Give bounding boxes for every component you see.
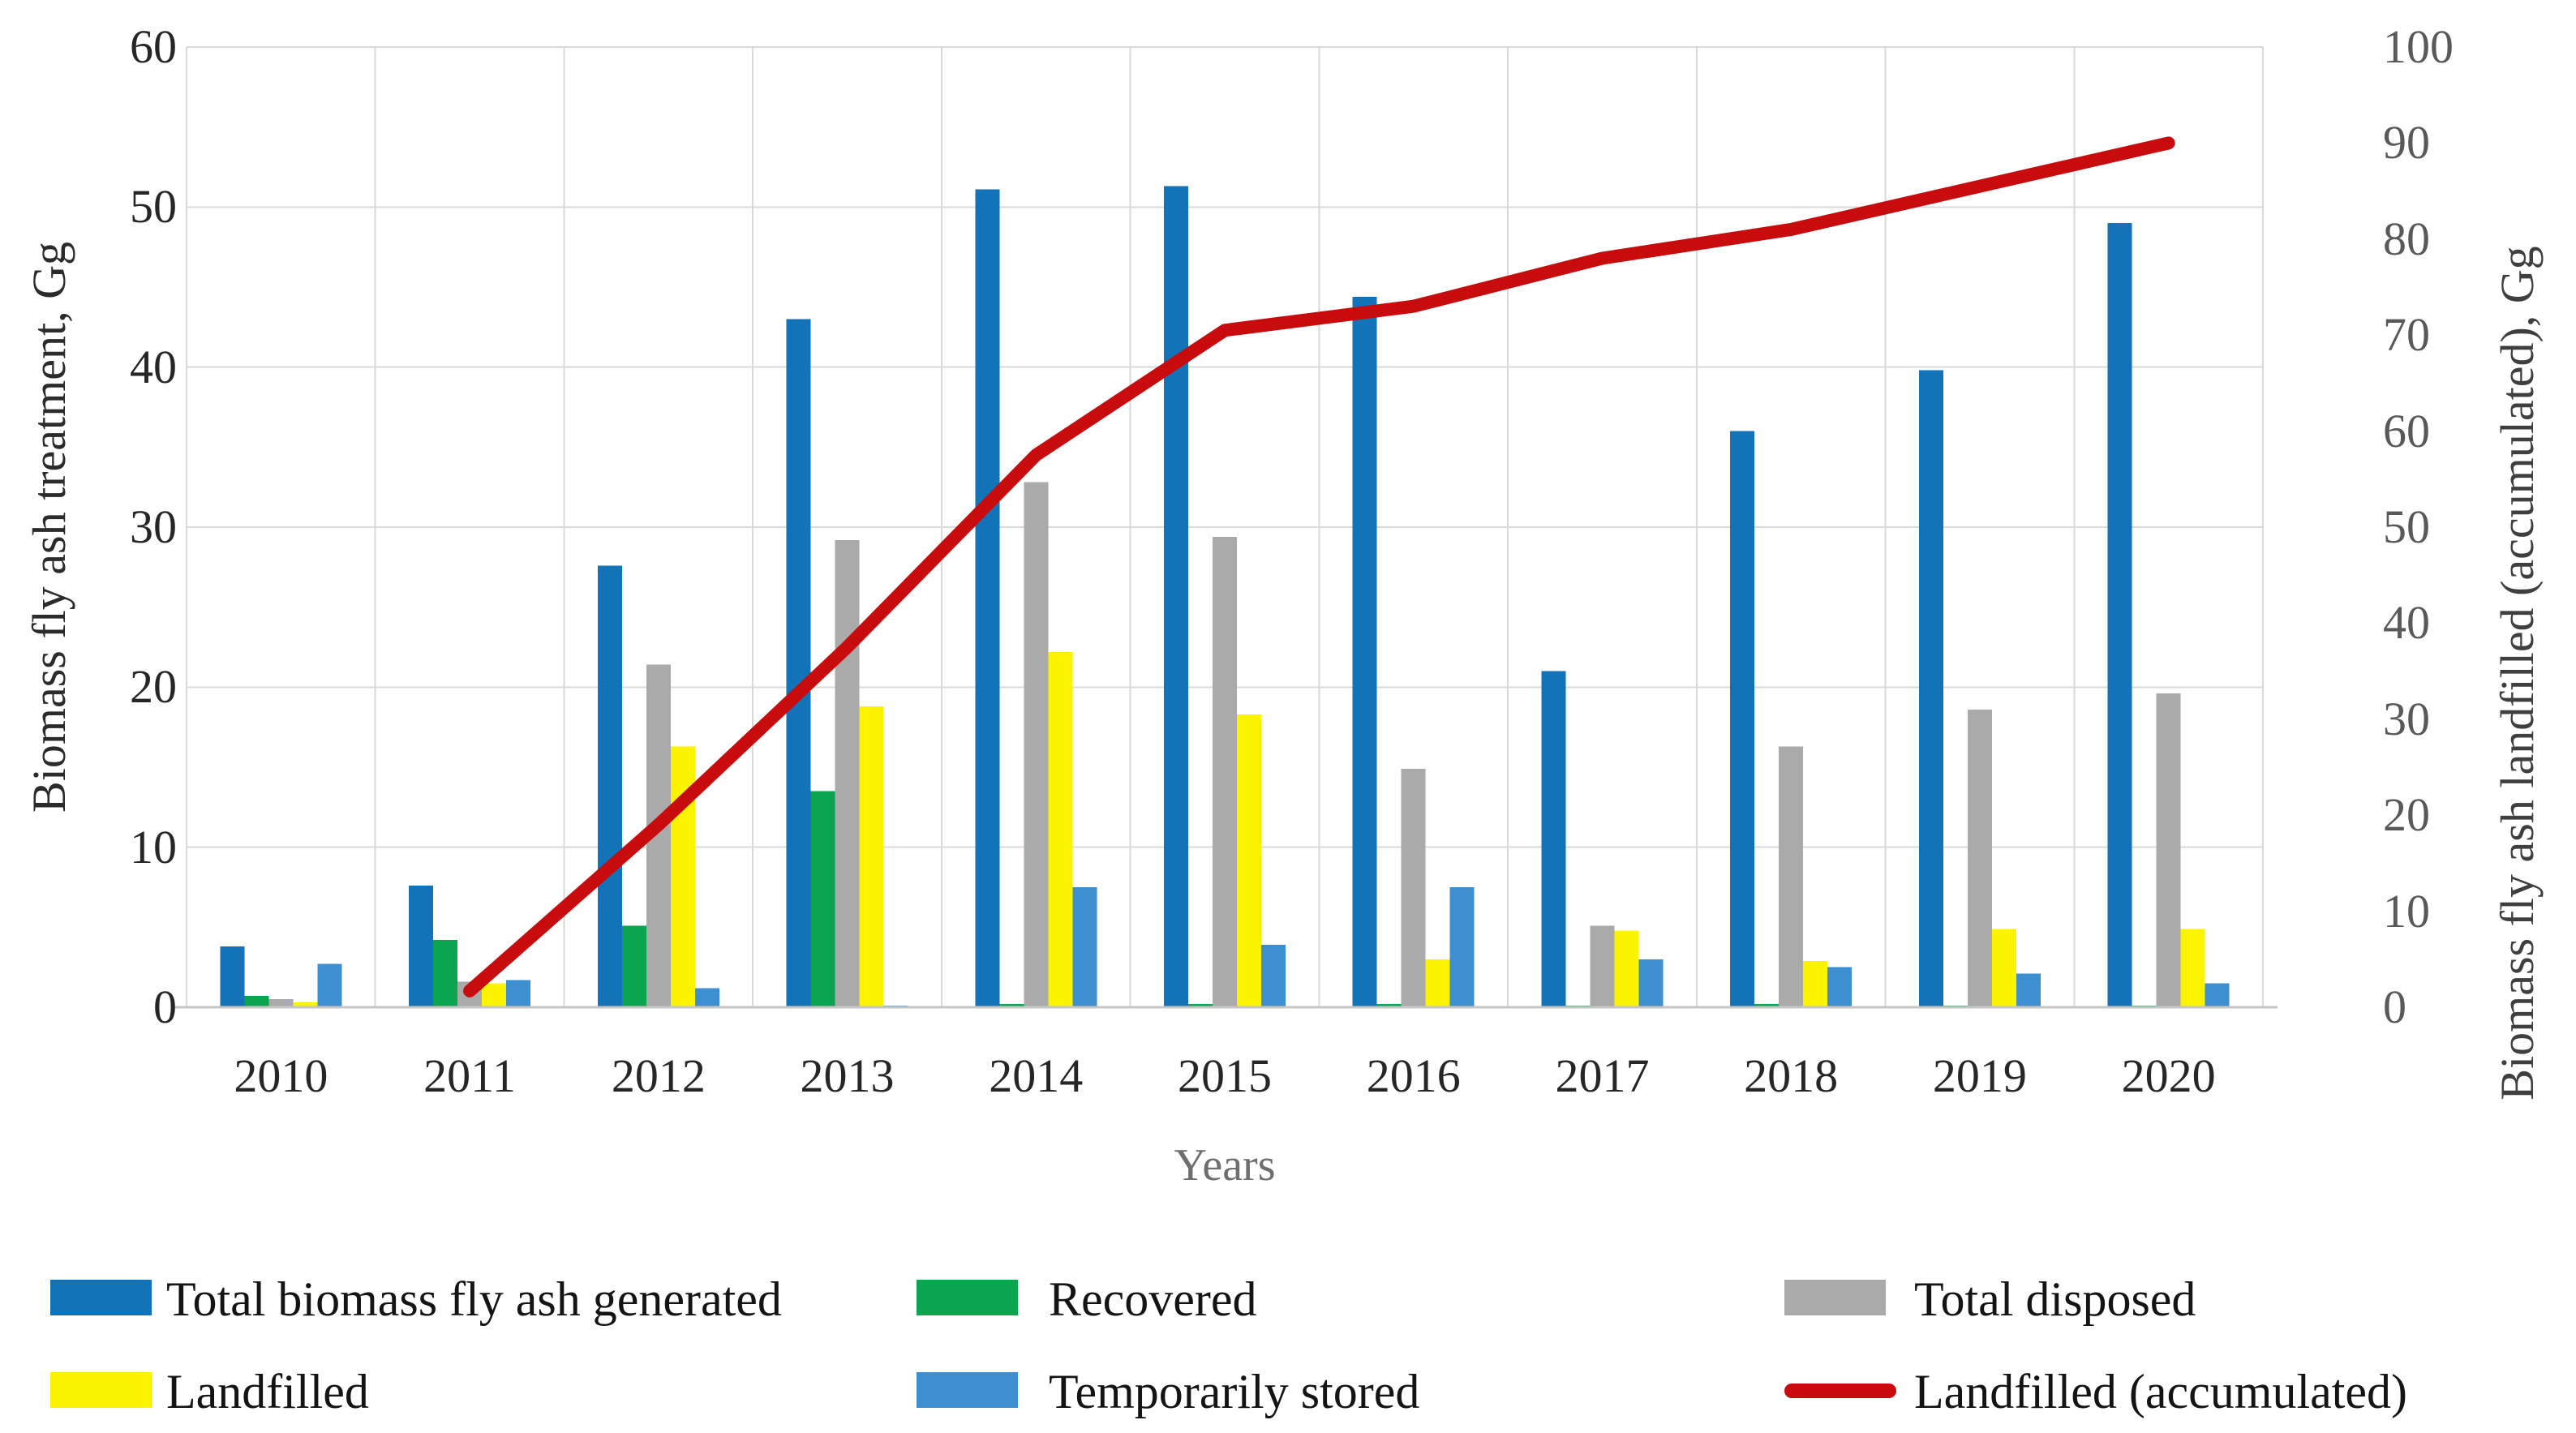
- bar-total-disposed-2016: [1401, 768, 1426, 1007]
- x-axis-category-label: 2014: [989, 1049, 1084, 1102]
- x-axis-title: Years: [1174, 1140, 1276, 1191]
- bar-recovered-2012: [621, 925, 646, 1007]
- right-axis-tick-label: 10: [2383, 884, 2430, 937]
- bar-total-disposed-2018: [1779, 746, 1804, 1007]
- bar-total-biomass-fly-ash-generated-2019: [1918, 370, 1943, 1007]
- bar-temporarily-stored-2017: [1638, 959, 1664, 1007]
- bar-recovered-2014: [999, 1004, 1024, 1007]
- bar-landfilled-2017: [1614, 930, 1639, 1007]
- bar-total-disposed-2019: [1967, 709, 1992, 1007]
- legend-label-total-biomass-fly-ash-generated: Total biomass fly ash generated: [166, 1272, 782, 1326]
- bar-total-disposed-2017: [1590, 925, 1615, 1007]
- legend-swatch-temporarily-stored: [917, 1372, 1018, 1408]
- legend-label-temporarily-stored: Temporarily stored: [1049, 1365, 1420, 1418]
- right-axis-tick-label: 90: [2383, 116, 2430, 169]
- left-axis-tick-label: 60: [130, 20, 177, 73]
- bar-landfilled-2019: [1991, 929, 2016, 1007]
- bar-landfilled-2014: [1048, 651, 1073, 1007]
- bar-temporarily-stored-2019: [2016, 973, 2041, 1007]
- legend-swatch-landfilled-accumulated-: [1784, 1384, 1896, 1398]
- x-axis-category-label: 2019: [1932, 1049, 2027, 1102]
- right-axis-tick-label: 20: [2383, 788, 2430, 842]
- x-axis-category-label: 2013: [800, 1049, 895, 1102]
- bar-total-biomass-fly-ash-generated-2017: [1541, 671, 1566, 1007]
- bar-total-biomass-fly-ash-generated-2012: [597, 565, 622, 1007]
- bar-total-biomass-fly-ash-generated-2018: [1730, 431, 1755, 1007]
- bar-landfilled-2020: [2180, 929, 2205, 1007]
- bar-landfilled-2013: [859, 706, 884, 1007]
- trend-line-landfilled-accumulated: [463, 136, 2175, 998]
- legend-swatch-landfilled: [50, 1372, 152, 1408]
- bar-total-biomass-fly-ash-generated-2013: [786, 319, 811, 1007]
- bar-recovered-2018: [1754, 1004, 1780, 1007]
- legend-swatch-recovered: [917, 1280, 1018, 1315]
- right-axis-tick-label: 60: [2383, 404, 2430, 457]
- bar-temporarily-stored-2018: [1827, 967, 1853, 1007]
- bar-temporarily-stored-2016: [1449, 887, 1475, 1007]
- x-axis-category-label: 2020: [2121, 1049, 2216, 1102]
- bar-recovered-2015: [1188, 1004, 1213, 1007]
- bar-total-biomass-fly-ash-generated-2020: [2107, 223, 2132, 1008]
- bar-total-disposed-2015: [1213, 536, 1237, 1007]
- bar-total-disposed-2013: [835, 539, 860, 1007]
- left-axis-tick-label: 10: [130, 820, 177, 873]
- bar-total-disposed-2020: [2156, 693, 2181, 1007]
- x-axis-category-label: 2011: [423, 1049, 516, 1102]
- bar-recovered-2010: [244, 996, 269, 1007]
- bar-temporarily-stored-2014: [1072, 887, 1097, 1007]
- legend-label-total-disposed: Total disposed: [1914, 1272, 2196, 1326]
- legend-swatch-total-biomass-fly-ash-generated: [50, 1280, 152, 1315]
- bar-total-biomass-fly-ash-generated-2015: [1164, 186, 1188, 1007]
- bar-temporarily-stored-2012: [694, 988, 719, 1007]
- bar-temporarily-stored-2010: [317, 963, 342, 1007]
- x-axis-category-label: 2012: [611, 1049, 706, 1102]
- right-axis-tick-label: 50: [2383, 500, 2430, 553]
- right-axis-tick-label: 40: [2383, 596, 2430, 650]
- bar-total-biomass-fly-ash-generated-2011: [409, 886, 434, 1007]
- bar-total-biomass-fly-ash-generated-2010: [220, 946, 245, 1007]
- left-axis-tick-label: 30: [130, 500, 177, 553]
- x-axis-category-label: 2017: [1555, 1049, 1650, 1102]
- x-axis-category-label: 2016: [1366, 1049, 1461, 1102]
- x-axis-category-label: 2010: [234, 1049, 328, 1102]
- x-axis-category-label: 2018: [1744, 1049, 1839, 1102]
- bar-temporarily-stored-2020: [2205, 983, 2230, 1007]
- bar-landfilled-2016: [1425, 959, 1450, 1007]
- right-axis-tick-label: 30: [2383, 692, 2430, 745]
- bar-total-biomass-fly-ash-generated-2014: [975, 189, 1000, 1008]
- left-axis-tick-label: 0: [153, 980, 177, 1033]
- bar-total-disposed-2014: [1024, 482, 1049, 1007]
- right-axis-tick-label: 80: [2383, 212, 2430, 265]
- right-axis-tick-label: 0: [2383, 980, 2406, 1033]
- bar-landfilled-2018: [1803, 960, 1828, 1007]
- right-axis-tick-label: 70: [2383, 308, 2430, 362]
- legend-swatch-total-disposed: [1784, 1280, 1886, 1315]
- legend-label-landfilled: Landfilled: [166, 1365, 369, 1418]
- left-axis-tick-label: 50: [130, 180, 177, 234]
- bar-temporarily-stored-2015: [1261, 945, 1286, 1007]
- x-axis-category-label: 2015: [1178, 1049, 1272, 1102]
- bar-total-disposed-2010: [268, 999, 294, 1007]
- bar-total-biomass-fly-ash-generated-2016: [1352, 296, 1377, 1008]
- bar-landfilled-2011: [482, 983, 507, 1007]
- bar-temporarily-stored-2011: [506, 980, 531, 1007]
- left-axis-tick-label: 40: [130, 340, 177, 393]
- left-axis-tick-label: 20: [130, 660, 177, 714]
- bar-recovered-2013: [810, 791, 835, 1007]
- right-axis-tick-label: 100: [2383, 20, 2454, 73]
- bar-landfilled-2010: [293, 1002, 318, 1007]
- bar-landfilled-2015: [1237, 714, 1261, 1007]
- bar-recovered-2011: [433, 940, 458, 1007]
- legend-label-recovered: Recovered: [1049, 1272, 1257, 1326]
- bar-recovered-2016: [1376, 1004, 1402, 1007]
- legend-label-landfilled-accumulated-: Landfilled (accumulated): [1914, 1365, 2408, 1418]
